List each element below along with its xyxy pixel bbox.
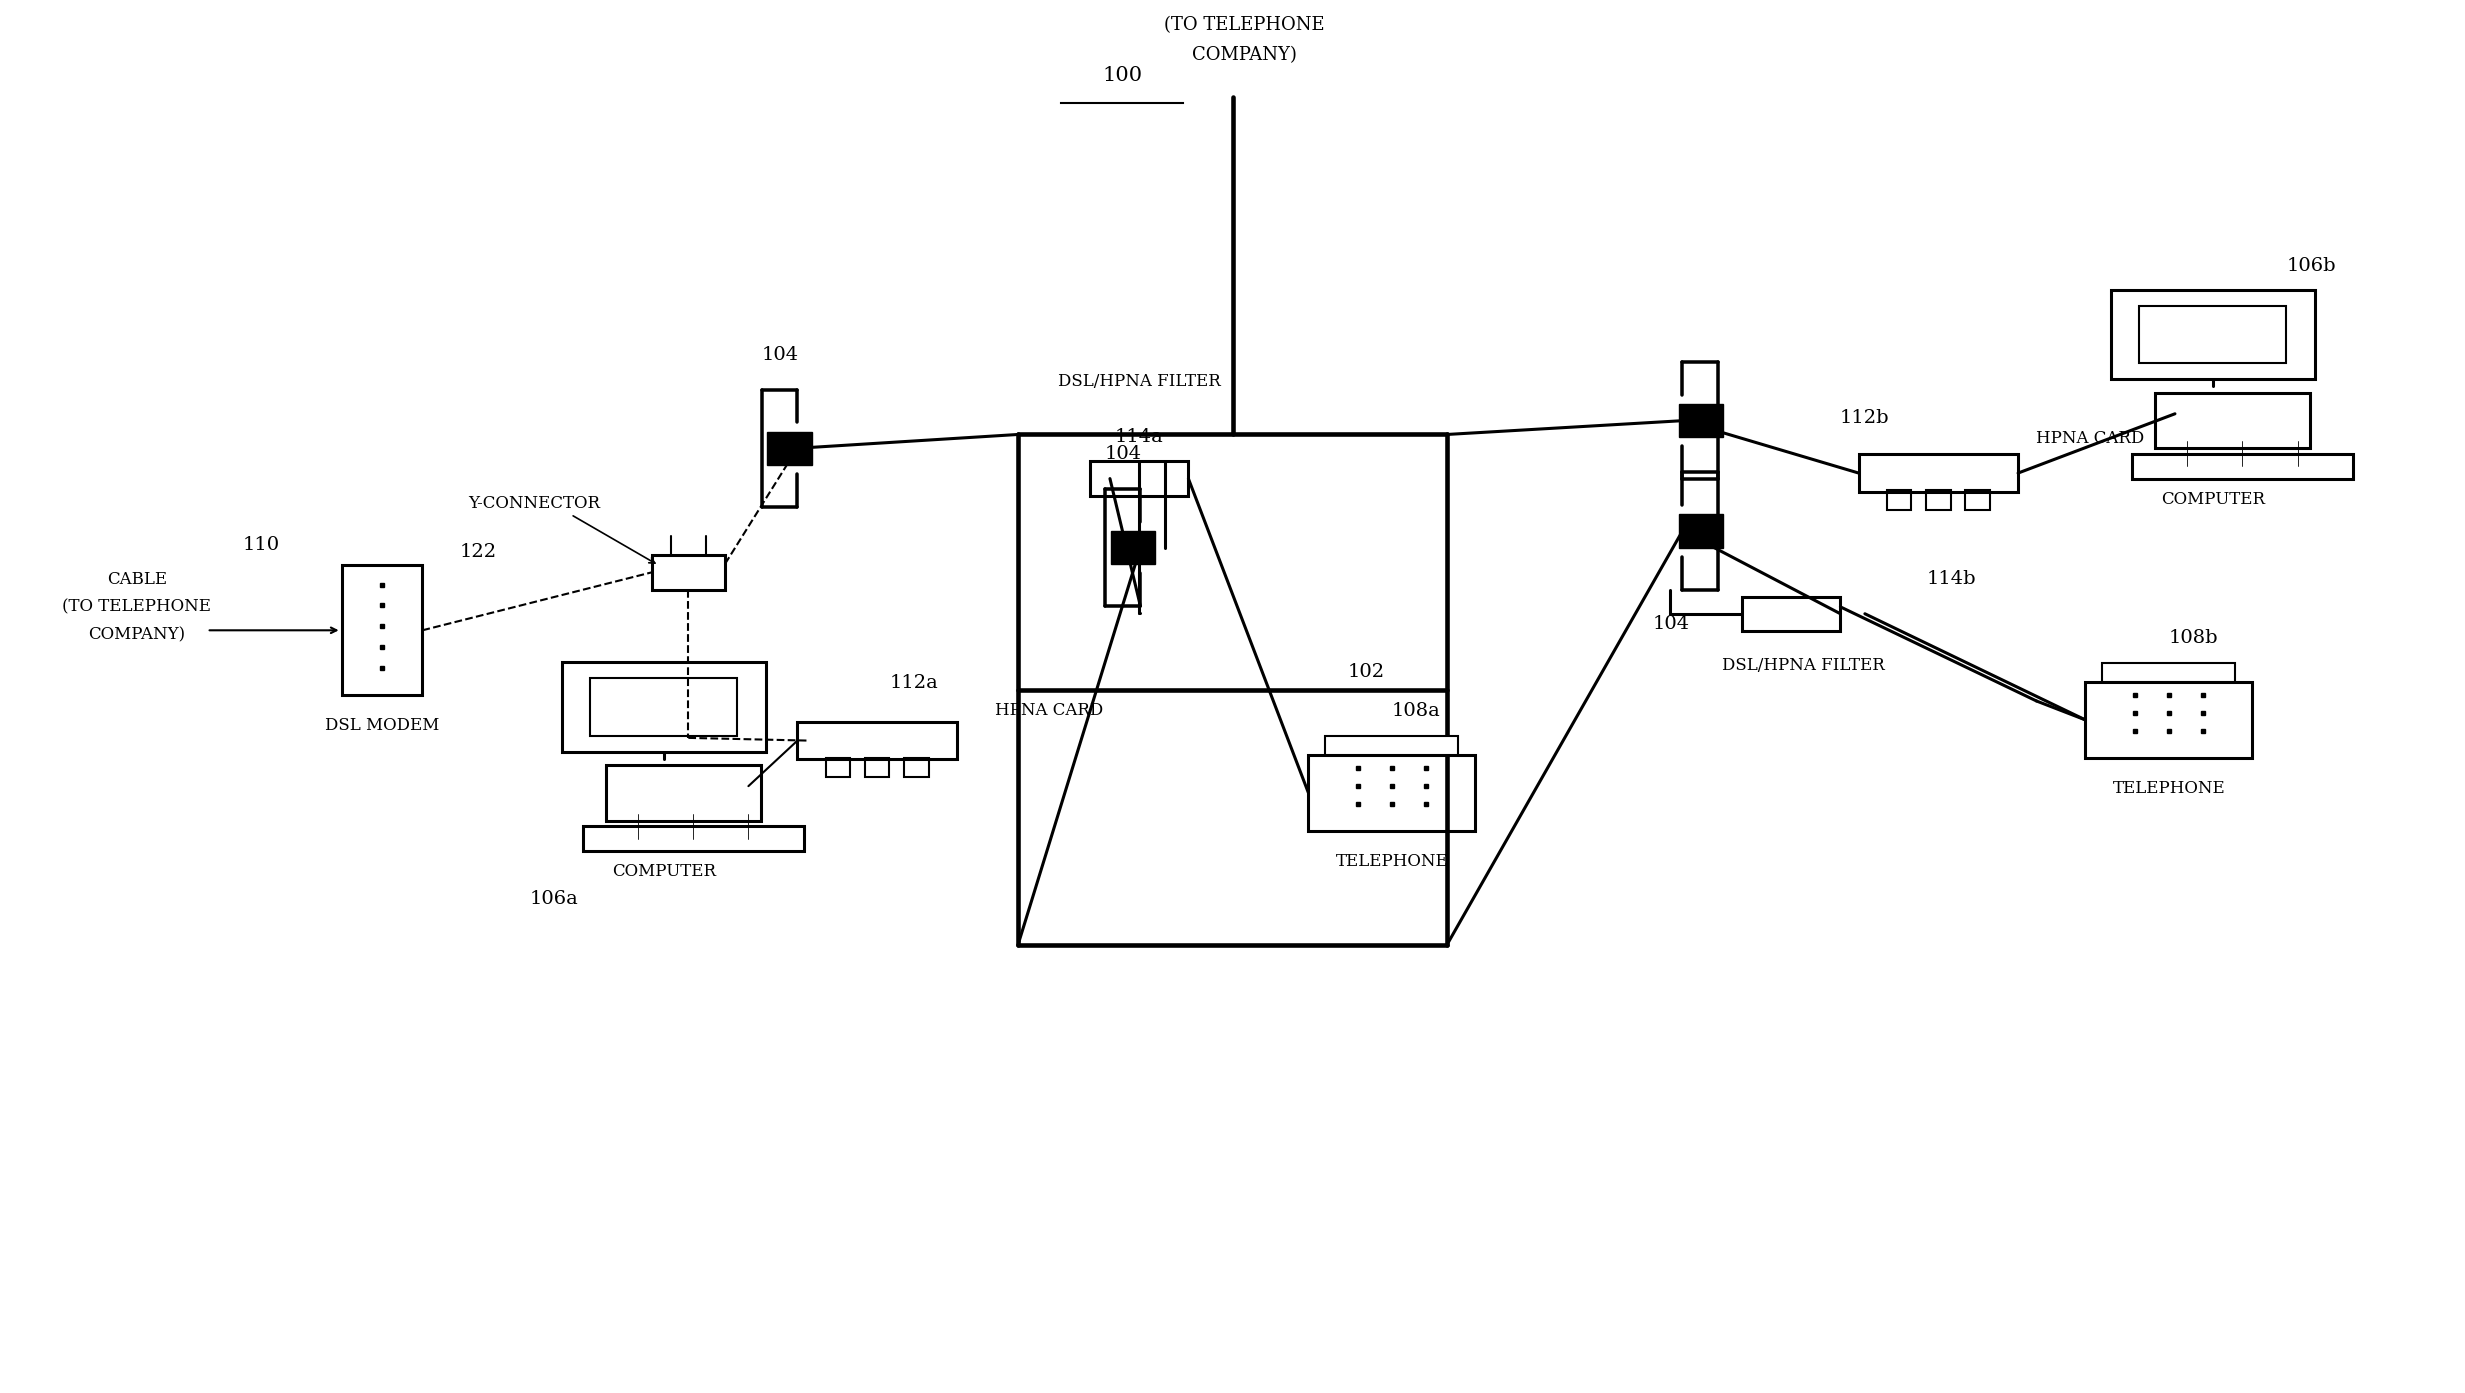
Text: 108b: 108b	[2169, 628, 2218, 646]
Text: 112a: 112a	[890, 674, 939, 692]
Text: 104: 104	[762, 347, 799, 364]
Text: 100: 100	[1102, 67, 1141, 85]
Bar	[1965, 490, 1989, 510]
Bar	[799, 722, 956, 759]
Text: 114a: 114a	[1114, 428, 1163, 446]
Text: DSL/HPNA FILTER: DSL/HPNA FILTER	[1723, 657, 1886, 674]
Bar	[1326, 736, 1459, 755]
Bar	[582, 826, 804, 851]
Bar	[1090, 461, 1188, 496]
Bar	[2154, 393, 2310, 449]
Text: 106a: 106a	[530, 890, 577, 908]
Bar	[651, 556, 725, 589]
Bar	[1859, 454, 2019, 492]
Text: 104: 104	[1652, 616, 1691, 632]
Bar	[2103, 663, 2236, 683]
Bar	[1679, 514, 1723, 547]
Bar	[606, 766, 762, 820]
Bar	[1743, 596, 1841, 631]
Text: DSL MODEM: DSL MODEM	[325, 717, 439, 734]
Text: 102: 102	[1348, 663, 1385, 681]
Text: (TO TELEPHONE: (TO TELEPHONE	[62, 599, 212, 616]
Text: 110: 110	[244, 536, 281, 554]
Bar	[1925, 490, 1950, 510]
Bar	[905, 758, 929, 777]
Text: (TO TELEPHONE: (TO TELEPHONE	[1163, 15, 1326, 33]
Text: TELEPHONE: TELEPHONE	[2113, 780, 2226, 797]
Text: 122: 122	[458, 543, 495, 561]
Bar	[826, 758, 850, 777]
Text: COMPANY): COMPANY)	[1193, 46, 1297, 64]
Text: 104: 104	[1104, 446, 1141, 464]
Bar	[589, 678, 737, 736]
Bar	[562, 662, 767, 752]
Text: COMPUTER: COMPUTER	[2162, 490, 2265, 508]
Text: Y-CONNECTOR: Y-CONNECTOR	[468, 495, 599, 511]
Bar	[865, 758, 890, 777]
Text: 108a: 108a	[1393, 702, 1440, 720]
Bar	[1886, 490, 1910, 510]
Bar	[1112, 531, 1154, 564]
Bar	[767, 432, 811, 465]
Bar	[2140, 305, 2288, 364]
Text: TELEPHONE: TELEPHONE	[1336, 853, 1449, 869]
Bar	[1679, 404, 1723, 437]
Bar	[2132, 454, 2352, 479]
Bar	[2110, 290, 2315, 379]
Bar	[1309, 755, 1474, 832]
Text: 114b: 114b	[1925, 570, 1977, 588]
Bar	[343, 566, 422, 695]
Text: COMPUTER: COMPUTER	[611, 864, 715, 880]
Text: 106b: 106b	[2285, 258, 2337, 276]
Bar	[2085, 683, 2253, 758]
Text: HPNA CARD: HPNA CARD	[2036, 430, 2145, 447]
Text: DSL/HPNA FILTER: DSL/HPNA FILTER	[1057, 373, 1220, 390]
Text: COMPANY): COMPANY)	[89, 625, 185, 644]
Text: 112b: 112b	[1839, 410, 1891, 426]
Text: CABLE: CABLE	[106, 571, 168, 588]
Text: HPNA CARD: HPNA CARD	[996, 702, 1102, 719]
